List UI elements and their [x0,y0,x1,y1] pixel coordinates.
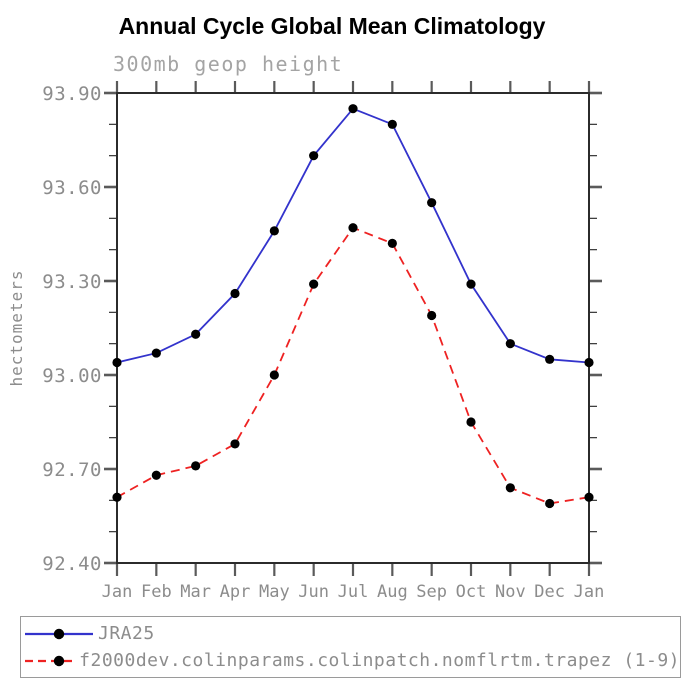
data-point [545,498,555,509]
y-tick-label: 93.60 [42,177,102,199]
data-point [427,198,437,208]
legend-rows: JRA25 f2000dev.colinparams.colinpatch.nom… [23,620,680,674]
x-tick-label: Jul [338,582,369,602]
x-tick-label: Apr [220,582,251,602]
x-tick-label: Sep [416,582,447,602]
y-tick-label: 93.30 [42,271,102,293]
data-point [269,226,279,236]
data-point [584,357,594,368]
legend-item: JRA25 [23,620,680,647]
data-point [387,238,397,248]
data-point [269,370,279,380]
y-tick-label: 92.40 [42,553,102,575]
data-point [191,461,201,471]
y-tick-label: 93.00 [42,365,102,387]
data-point [466,279,476,289]
data-point [230,439,240,449]
legend-marker-dot-icon [53,628,65,639]
axes-layer: 92.40 92.70 93.00 93.30 93.60 93.90 Jan Feb Mar A… [42,81,604,602]
legend-label: f2000dev.colinparams.colinpatch.nomflrtm… [79,650,680,671]
plot-area: hectometers 92.40 92.70 93.00 93.30 93.60 93.… [7,81,604,602]
data-point [309,279,319,289]
data-point [309,151,319,161]
data-point [151,348,161,358]
x-tick-label: May [259,582,290,602]
data-point [230,288,240,299]
x-tick-label: Nov [495,582,526,602]
y-tick-label: 92.70 [42,459,102,481]
data-point [545,354,555,364]
data-point [151,470,161,480]
legend-line-sample [25,655,77,666]
data-point [348,223,358,233]
x-tick-label: Dec [534,582,565,602]
x-tick-label: Jun [298,582,329,602]
data-point [191,329,201,339]
x-tick-label: Jan [102,582,133,602]
chart-subtitle: 300mb geop height [113,52,344,76]
legend-marker-dot-icon [53,655,65,666]
data-point [112,357,122,368]
x-tick-label: Jan [574,582,605,602]
y-tick-label: 93.90 [42,83,102,105]
legend: JRA25 f2000dev.colinparams.colinpatch.nom… [20,616,681,678]
data-point [584,492,594,502]
series-line-1 [116,226,590,505]
series-line-0 [116,107,590,364]
chart-title: Annual Cycle Global Mean Climatology [118,13,546,39]
data-point [112,492,122,502]
data-point [466,417,476,427]
data-point [505,483,515,493]
legend-line-sample [25,628,93,639]
plot-frame [116,92,590,564]
x-tick-label: Aug [377,582,408,602]
data-point [387,119,397,129]
legend-item: f2000dev.colinparams.colinpatch.nomflrtm… [23,647,680,674]
series-layer [112,104,594,509]
data-point [505,339,515,349]
data-point [427,310,437,321]
x-tick-label: Feb [141,582,172,602]
x-tick-label: Oct [456,582,487,602]
y-axis-label: hectometers [7,270,26,387]
x-tick-label: Mar [180,582,211,602]
legend-label: JRA25 [98,623,155,644]
data-point [348,104,358,114]
